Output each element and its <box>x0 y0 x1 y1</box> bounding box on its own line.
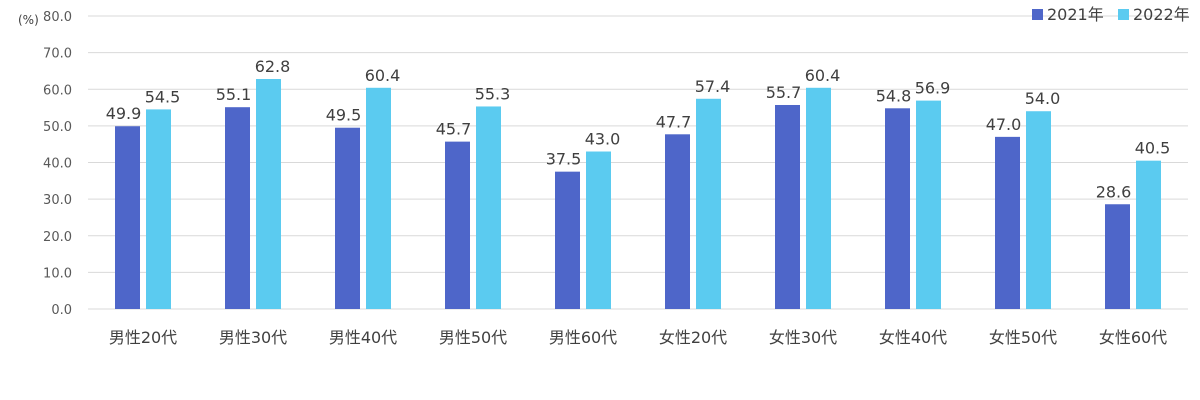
x-axis-categories: 男性20代 男性30代 男性40代 男性50代 男性60代 女性20代 女性30代 女性40代… <box>109 328 1167 347</box>
y-axis-unit-label: (%) <box>18 13 39 27</box>
bar-2022年-女性60代 <box>1136 160 1161 309</box>
data-label: 47.7 <box>656 112 692 131</box>
bars <box>115 78 1161 310</box>
data-label: 54.0 <box>1025 89 1061 108</box>
bar-2021年-男性20代 <box>115 126 140 310</box>
y-tick-label: 0.0 <box>51 303 72 318</box>
bar-2021年-女性60代 <box>1105 204 1130 309</box>
bar-2022年-女性30代 <box>806 87 831 309</box>
data-label: 28.6 <box>1096 182 1132 201</box>
data-label: 49.5 <box>326 106 362 125</box>
x-category-label: 男性60代 <box>549 328 617 347</box>
x-category-label: 女性50代 <box>989 328 1057 347</box>
bar-2021年-男性30代 <box>225 107 250 309</box>
bar-2022年-男性30代 <box>256 78 281 310</box>
data-label: 56.9 <box>915 79 951 98</box>
y-tick-label: 70.0 <box>43 47 72 62</box>
bar-2022年-女性20代 <box>696 98 721 310</box>
y-tick-label: 80.0 <box>43 10 72 25</box>
bar-2021年-男性60代 <box>555 171 580 309</box>
y-tick-label: 50.0 <box>43 120 72 135</box>
x-category-label: 女性30代 <box>769 328 837 347</box>
data-label: 55.1 <box>216 85 252 104</box>
y-tick-label: 60.0 <box>43 83 72 98</box>
legend-swatch-2022 <box>1118 9 1129 20</box>
bar-2021年-女性20代 <box>665 134 690 309</box>
data-label: 40.5 <box>1135 139 1171 158</box>
gridlines <box>88 15 1188 310</box>
legend-label-2022: 2022年 <box>1133 5 1190 24</box>
y-tick-label: 40.0 <box>43 157 72 172</box>
data-label: 62.8 <box>255 57 291 76</box>
y-tick-label: 20.0 <box>43 230 72 245</box>
x-category-label: 男性30代 <box>219 328 287 347</box>
bar-2022年-男性50代 <box>476 106 501 310</box>
bar-2021年-女性40代 <box>885 108 910 309</box>
data-label: 47.0 <box>986 115 1022 134</box>
data-label: 60.4 <box>365 66 401 85</box>
data-label: 60.4 <box>805 66 841 85</box>
x-category-label: 女性20代 <box>659 328 727 347</box>
data-label: 54.5 <box>145 87 181 106</box>
bar-2022年-女性50代 <box>1026 111 1051 309</box>
legend: 2021年 2022年 <box>1032 5 1190 24</box>
bar-2022年-男性60代 <box>586 151 611 309</box>
data-label: 45.7 <box>436 120 472 139</box>
x-category-label: 男性40代 <box>329 328 397 347</box>
x-category-label: 男性20代 <box>109 328 177 347</box>
bar-2021年-男性50代 <box>445 141 470 309</box>
data-label: 49.9 <box>106 104 142 123</box>
data-label: 43.0 <box>585 130 621 149</box>
x-category-label: 男性50代 <box>439 328 507 347</box>
data-label: 55.3 <box>475 84 511 103</box>
data-label: 55.7 <box>766 83 802 102</box>
bar-2022年-男性40代 <box>366 87 391 309</box>
data-label: 57.4 <box>695 77 731 96</box>
x-category-label: 女性40代 <box>879 328 947 347</box>
y-tick-label: 10.0 <box>43 266 72 281</box>
data-label: 37.5 <box>546 150 582 169</box>
x-category-label: 女性60代 <box>1099 328 1167 347</box>
y-axis-ticks: 0.0 10.0 20.0 30.0 40.0 50.0 60.0 70.0 80.0 <box>43 10 72 318</box>
data-label: 54.8 <box>876 86 912 105</box>
bar-2022年-男性20代 <box>146 109 171 309</box>
legend-label-2021: 2021年 <box>1047 5 1104 24</box>
bar-2022年-女性40代 <box>916 100 941 309</box>
legend-swatch-2021 <box>1032 9 1043 20</box>
bar-2021年-女性30代 <box>775 104 800 309</box>
data-labels: 49.954.5 55.162.8 49.5 60.4 45.755.3 37.543.0… <box>106 57 1171 201</box>
bar-2021年-女性50代 <box>995 136 1020 309</box>
y-tick-label: 30.0 <box>43 193 72 208</box>
bar-2021年-男性40代 <box>335 127 360 309</box>
